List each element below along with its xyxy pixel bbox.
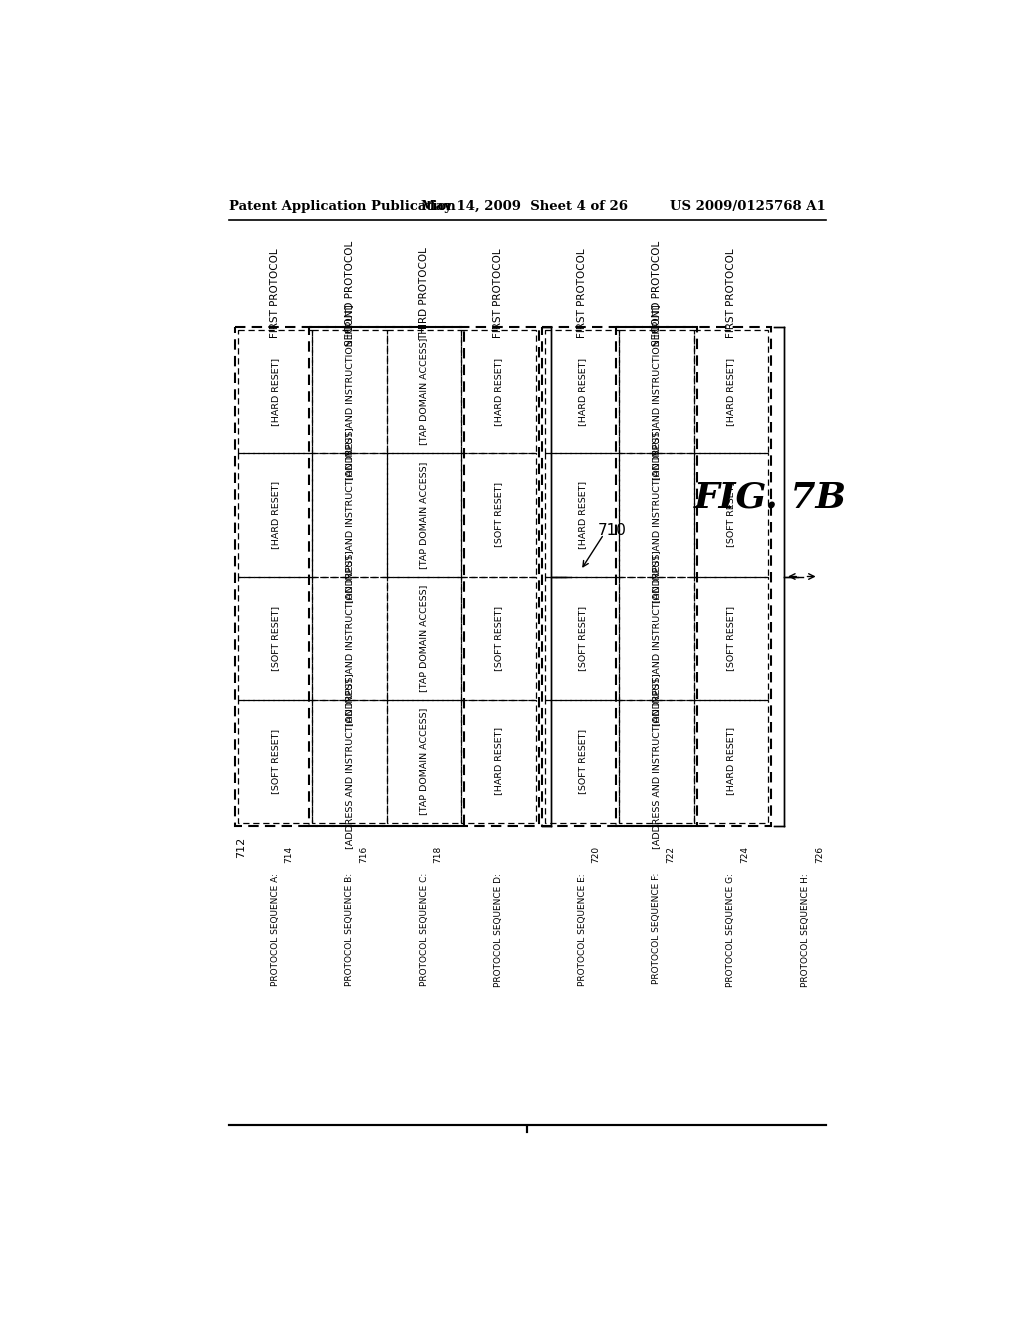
Text: [HARD RESET]: [HARD RESET] (270, 480, 280, 549)
Text: PROTOCOL SEQUENCE B:: PROTOCOL SEQUENCE B: (345, 873, 354, 986)
Text: 720: 720 (592, 846, 601, 863)
Text: [HARD RESET]: [HARD RESET] (270, 358, 280, 426)
Text: [HARD RESET]: [HARD RESET] (578, 480, 587, 549)
Text: [SOFT RESET]: [SOFT RESET] (494, 482, 503, 548)
Text: FIG. 7B: FIG. 7B (693, 480, 847, 515)
Text: [HARD RESET]: [HARD RESET] (494, 727, 503, 796)
Text: May 14, 2009  Sheet 4 of 26: May 14, 2009 Sheet 4 of 26 (421, 199, 629, 213)
Text: [ADDRESS AND INSTRUCTION INPUT]: [ADDRESS AND INSTRUCTION INPUT] (652, 428, 662, 603)
Text: PROTOCOL SEQUENCE H:: PROTOCOL SEQUENCE H: (801, 873, 810, 987)
Text: FIRST PROTOCOL: FIRST PROTOCOL (494, 248, 504, 338)
Text: FIRST PROTOCOL: FIRST PROTOCOL (578, 248, 587, 338)
Text: [ADDRESS AND INSTRUCTION INPUT]: [ADDRESS AND INSTRUCTION INPUT] (345, 304, 354, 479)
Text: [TAP DOMAIN ACCESS]: [TAP DOMAIN ACCESS] (420, 461, 429, 569)
Text: PROTOCOL SEQUENCE C:: PROTOCOL SEQUENCE C: (420, 873, 429, 986)
Text: US 2009/0125768 A1: US 2009/0125768 A1 (670, 199, 825, 213)
Text: SECOND PROTOCOL: SECOND PROTOCOL (651, 242, 662, 346)
Text: SECOND PROTOCOL: SECOND PROTOCOL (345, 242, 354, 346)
Text: [TAP DOMAIN ACCESS]: [TAP DOMAIN ACCESS] (420, 708, 429, 814)
Text: FIRST PROTOCOL: FIRST PROTOCOL (270, 248, 281, 338)
Text: PROTOCOL SEQUENCE G:: PROTOCOL SEQUENCE G: (726, 873, 735, 987)
Text: 710: 710 (598, 523, 627, 537)
Text: [TAP DOMAIN ACCESS]: [TAP DOMAIN ACCESS] (420, 585, 429, 692)
Text: 718: 718 (433, 846, 442, 863)
Text: [TAP DOMAIN ACCESS]: [TAP DOMAIN ACCESS] (420, 338, 429, 445)
Text: [ADDRESS AND INSTRUCTION INPUT]: [ADDRESS AND INSTRUCTION INPUT] (652, 550, 662, 726)
Text: [ADDRESS AND INSTRUCTION INPUT]: [ADDRESS AND INSTRUCTION INPUT] (652, 304, 662, 479)
Text: Patent Application Publication: Patent Application Publication (228, 199, 456, 213)
Text: 712: 712 (237, 837, 247, 858)
Text: [SOFT RESET]: [SOFT RESET] (270, 606, 280, 671)
Text: PROTOCOL SEQUENCE D:: PROTOCOL SEQUENCE D: (494, 873, 503, 987)
Text: 726: 726 (815, 846, 823, 863)
Text: [SOFT RESET]: [SOFT RESET] (726, 606, 735, 671)
Text: [ADDRESS AND INSTRUCTION INPUT]: [ADDRESS AND INSTRUCTION INPUT] (345, 673, 354, 849)
Text: [SOFT RESET]: [SOFT RESET] (578, 729, 587, 793)
Text: [ADDRESS AND INSTRUCTION INPUT]: [ADDRESS AND INSTRUCTION INPUT] (345, 550, 354, 726)
Text: THIRD PROTOCOL: THIRD PROTOCOL (419, 247, 429, 341)
Text: PROTOCOL SEQUENCE A:: PROTOCOL SEQUENCE A: (270, 873, 280, 986)
Text: [ADDRESS AND INSTRUCTION INPUT]: [ADDRESS AND INSTRUCTION INPUT] (345, 428, 354, 603)
Text: [SOFT RESET]: [SOFT RESET] (726, 482, 735, 548)
Text: [SOFT RESET]: [SOFT RESET] (270, 729, 280, 793)
Text: [HARD RESET]: [HARD RESET] (726, 727, 735, 796)
Text: [HARD RESET]: [HARD RESET] (726, 358, 735, 426)
Text: [HARD RESET]: [HARD RESET] (578, 358, 587, 426)
Text: 716: 716 (359, 846, 368, 863)
Text: [SOFT RESET]: [SOFT RESET] (578, 606, 587, 671)
Text: PROTOCOL SEQUENCE E:: PROTOCOL SEQUENCE E: (578, 873, 587, 986)
Text: [ADDRESS AND INSTRUCTION INPUT]: [ADDRESS AND INSTRUCTION INPUT] (652, 673, 662, 849)
Text: [SOFT RESET]: [SOFT RESET] (494, 606, 503, 671)
Text: FIRST PROTOCOL: FIRST PROTOCOL (726, 248, 736, 338)
Text: 724: 724 (740, 846, 750, 863)
Text: PROTOCOL SEQUENCE F:: PROTOCOL SEQUENCE F: (652, 873, 662, 985)
Text: 722: 722 (666, 846, 675, 863)
Text: 714: 714 (285, 846, 294, 863)
Text: [HARD RESET]: [HARD RESET] (494, 358, 503, 426)
